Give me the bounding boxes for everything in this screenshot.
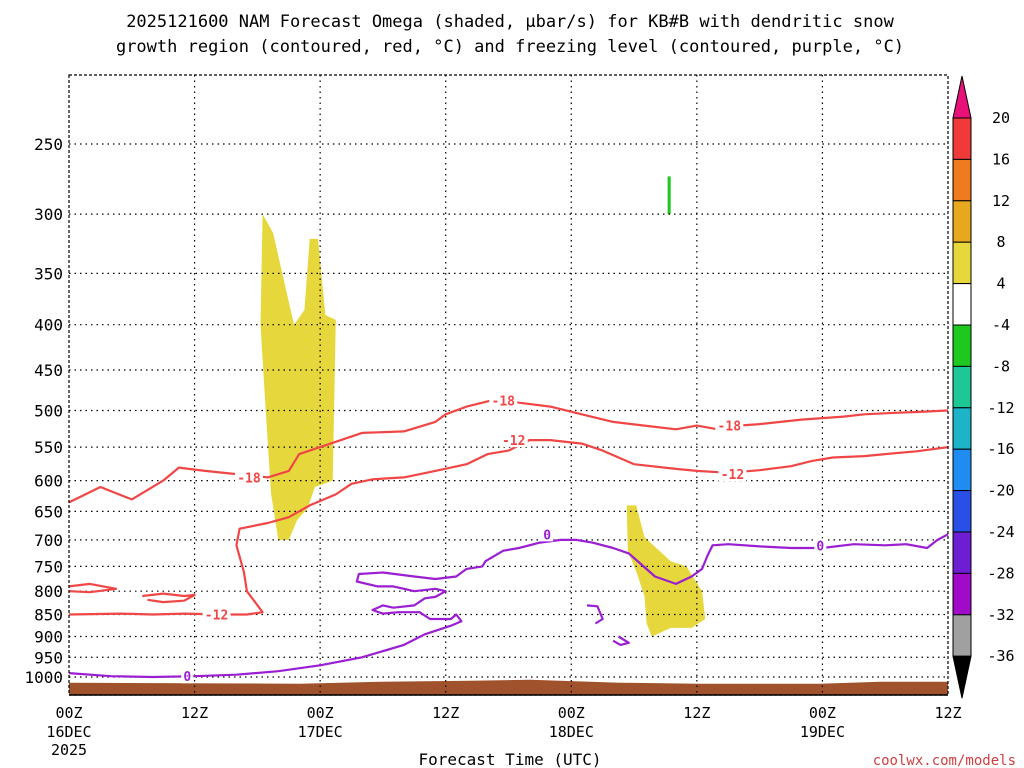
x-tick-label: 12Z (934, 704, 961, 722)
y-tick-label: 650 (34, 502, 63, 521)
y-tick-label: 850 (34, 606, 63, 625)
contour-label-bg (718, 467, 747, 482)
contour-label: 0 (816, 539, 824, 554)
chart-title-line2: growth region (contoured, red, °C) and f… (116, 37, 904, 57)
colorbar-label: 8 (996, 233, 1005, 251)
x-tick-label: 12Z (432, 704, 459, 722)
contour-label-bg (499, 433, 528, 448)
y-tick-label: 500 (34, 402, 63, 421)
contour-label: -18 (237, 471, 261, 486)
contour-label: -12 (502, 434, 525, 449)
y-tick-label: 300 (34, 205, 63, 224)
colorbar-swatch (952, 490, 972, 533)
contour-line-4 (68, 533, 949, 679)
x-tick-label: 00Z (307, 704, 334, 722)
colorbar-triangle-bottom (952, 655, 972, 699)
contour-line-0 (68, 397, 949, 504)
colorbar-label: -12 (987, 399, 1014, 417)
x-tick-label: 00Z (55, 704, 82, 722)
y-tick-label: 400 (34, 316, 63, 335)
colorbar-swatch (952, 241, 972, 285)
colorbar-swatch (952, 572, 972, 616)
colorbar-label: 4 (996, 275, 1005, 293)
contour-line-3 (142, 592, 196, 604)
omega-shade-0 (260, 214, 336, 540)
contour-label: 0 (543, 528, 551, 543)
colorbar-swatch (952, 448, 972, 492)
contour-line-5 (586, 604, 604, 625)
x-tick-year: 2025 (51, 741, 87, 759)
x-tick-label: 00Z (809, 704, 836, 722)
y-tick-label: 800 (34, 582, 63, 601)
contour-label-bg (181, 669, 194, 684)
colorbar: 20 16 12 8 4 -4 -8 -12 -16 -20 -24 -28 -32 -36 (952, 75, 1015, 699)
y-tick-label: 900 (34, 627, 63, 646)
contour-label-bg (541, 527, 554, 542)
colorbar-swatch (952, 158, 972, 202)
x-tick-label: 00Z (558, 704, 585, 722)
x-tick-date: 16DEC (46, 723, 91, 741)
y-tick-label: 350 (34, 264, 63, 283)
colorbar-swatch (952, 200, 972, 243)
colorbar-label: -4 (992, 316, 1010, 334)
contour-line-1 (68, 439, 949, 616)
colorbar-swatch (952, 614, 972, 657)
contour-label-bg (202, 607, 231, 622)
colorbar-label: -36 (987, 647, 1014, 665)
x-tick-label: 12Z (683, 704, 710, 722)
y-tick-label: 450 (34, 361, 63, 380)
plot-area: 250 300 350 400 450 500 550 600 650 700 750 800 850 9… (24, 74, 962, 759)
x-tick-date: 18DEC (549, 723, 594, 741)
y-tick-label: 250 (34, 135, 63, 154)
colorbar-label: 16 (992, 150, 1010, 168)
colorbar-label: -20 (987, 482, 1014, 500)
y-tick-label: 1000 (24, 668, 63, 687)
contour-label: -18 (492, 394, 516, 409)
watermark: coolwx.com/models (873, 753, 1016, 768)
contour-label: -12 (205, 609, 228, 624)
contour-label: -12 (721, 468, 744, 483)
x-tick-date: 17DEC (298, 723, 343, 741)
y-tick-label: 550 (34, 438, 63, 457)
y-tick-label: 600 (34, 472, 63, 491)
plot-frame (68, 74, 949, 696)
contour-label-bg (234, 470, 263, 485)
colorbar-label: -32 (987, 606, 1014, 624)
x-axis-label: Forecast Time (UTC) (418, 750, 601, 768)
colorbar-label: -24 (987, 523, 1014, 541)
y-tick-label: 750 (34, 557, 63, 576)
contour-label: 0 (183, 670, 191, 685)
colorbar-swatch (952, 283, 972, 326)
contour-line-6 (612, 635, 630, 646)
contour-label: -18 (718, 420, 742, 435)
terrain-ground (69, 679, 948, 695)
x-tick-date: 19DEC (800, 723, 845, 741)
omega-shade-1 (626, 505, 706, 637)
colorbar-label: -8 (992, 357, 1010, 375)
contour-label-bg (814, 538, 827, 553)
contour-label-bg (489, 393, 518, 408)
contour-label-bg (715, 418, 744, 433)
colorbar-swatch (952, 531, 972, 574)
x-tick-label: 12Z (181, 704, 208, 722)
colorbar-label: -28 (987, 564, 1014, 582)
colorbar-label: 12 (992, 192, 1010, 210)
colorbar-swatch (952, 117, 972, 160)
colorbar-label: -16 (987, 440, 1014, 458)
y-tick-label: 700 (34, 531, 63, 550)
omega-shade-2 (667, 176, 671, 215)
colorbar-label: 20 (992, 109, 1010, 127)
contour-line-2 (68, 582, 118, 594)
colorbar-swatch (952, 324, 972, 367)
y-tick-label: 950 (34, 648, 63, 667)
colorbar-swatch (952, 407, 972, 450)
chart-title-line1: 2025121600 NAM Forecast Omega (shaded, μ… (126, 12, 894, 32)
colorbar-swatch (952, 365, 972, 409)
